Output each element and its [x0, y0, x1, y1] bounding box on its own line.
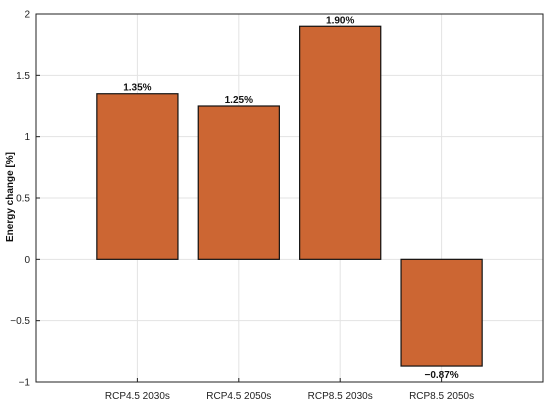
bar-1 [197, 105, 280, 260]
x-tick-label: RCP4.5 2050s [206, 391, 271, 402]
bars-layer [96, 25, 483, 367]
y-tick-label: 1 [24, 132, 30, 143]
y-tick-label: −1 [19, 378, 31, 389]
data-label-1: 1.25% [225, 95, 253, 106]
y-tick-label: −0.5 [10, 316, 30, 327]
bar-3 [400, 258, 483, 367]
y-tick-label: 2 [24, 10, 30, 21]
x-tick-label: RCP8.5 2030s [308, 391, 373, 402]
y-tick-label: 1.5 [16, 71, 30, 82]
bar-2 [299, 25, 382, 260]
y-tick-label: 0.5 [16, 194, 30, 205]
bar-0 [96, 93, 179, 260]
y-tick-label: 0 [24, 255, 30, 266]
labels-layer: 1.35% 1.25% 1.90% −0.87% −1 −0.5 0 0.5 1 1.5 2 RCP4… [10, 10, 474, 403]
data-label-3: −0.87% [424, 370, 458, 381]
y-axis-title: Energy change [%] [5, 152, 16, 242]
x-tick-label: RCP8.5 2050s [409, 391, 474, 402]
data-label-2: 1.90% [326, 15, 354, 26]
x-tick-label: RCP4.5 2030s [105, 391, 170, 402]
axes-layer [35, 13, 544, 383]
data-label-0: 1.35% [123, 83, 151, 94]
